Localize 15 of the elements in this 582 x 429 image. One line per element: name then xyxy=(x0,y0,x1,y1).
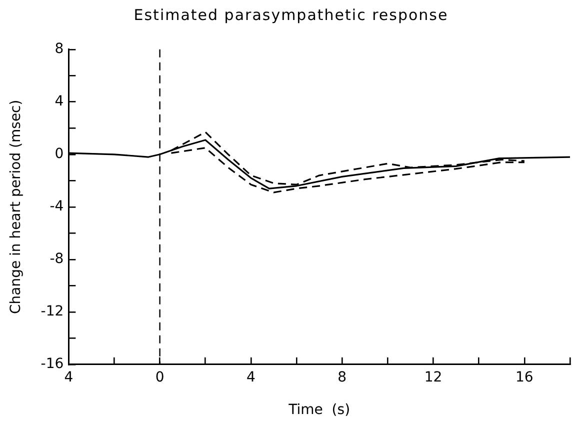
y-tick-label: -12 xyxy=(40,304,64,320)
x-axis-title: Time (s) xyxy=(288,402,350,418)
y-tick-label: 4 xyxy=(54,94,64,110)
y-tick-label: -8 xyxy=(50,251,64,268)
x-tick-label: 4 xyxy=(246,369,256,386)
x-tick-label: 8 xyxy=(338,369,347,386)
y-tick-label: -16 xyxy=(40,356,64,372)
chart-title: Estimated parasympathetic response xyxy=(132,6,450,24)
y-axis-title: Change in heart period (msec) xyxy=(8,100,24,314)
x-tick-label: 0 xyxy=(155,369,164,386)
y-tick-label: 0 xyxy=(54,146,64,162)
y-tick-label: -4 xyxy=(50,198,64,215)
x-tick-label: 12 xyxy=(424,369,442,386)
x-tick-label: 16 xyxy=(516,369,534,386)
y-tick-label: 8 xyxy=(54,41,64,58)
